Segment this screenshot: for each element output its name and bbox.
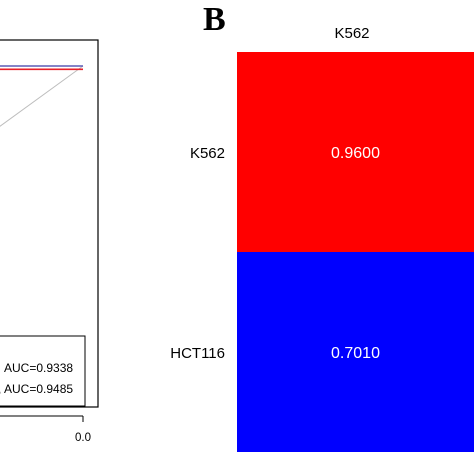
heatmap-cell-hct116 [237, 252, 474, 452]
heatmap-row-label: K562 [190, 145, 225, 162]
heatmap-column-label: K562 [334, 25, 369, 42]
roc-legend-box [0, 335, 86, 407]
x-tick-label: 0.0 [75, 432, 91, 444]
panel-b-letter: B [203, 1, 226, 38]
roc-diagonal-reference-line [0, 65, 84, 127]
roc-plot-frame [0, 39, 99, 408]
heatmap-row-label: HCT116 [170, 345, 225, 362]
heatmap-cell-value: 0.7010 [331, 345, 380, 362]
roc-legend-entry-2: , AUC=0.9485 [0, 382, 73, 396]
heatmap-cell-value: 0.9600 [331, 145, 380, 162]
roc-legend-entry-1: AUC=0.9338 [4, 361, 73, 375]
roc-panel: 0.20.0 AUC=0.9338 , AUC=0.9485 [0, 39, 99, 444]
heatmap-panel: B K562 0.9600 K562 0.7010 HCT116 [170, 1, 474, 452]
heatmap-cell-k562 [237, 52, 474, 252]
